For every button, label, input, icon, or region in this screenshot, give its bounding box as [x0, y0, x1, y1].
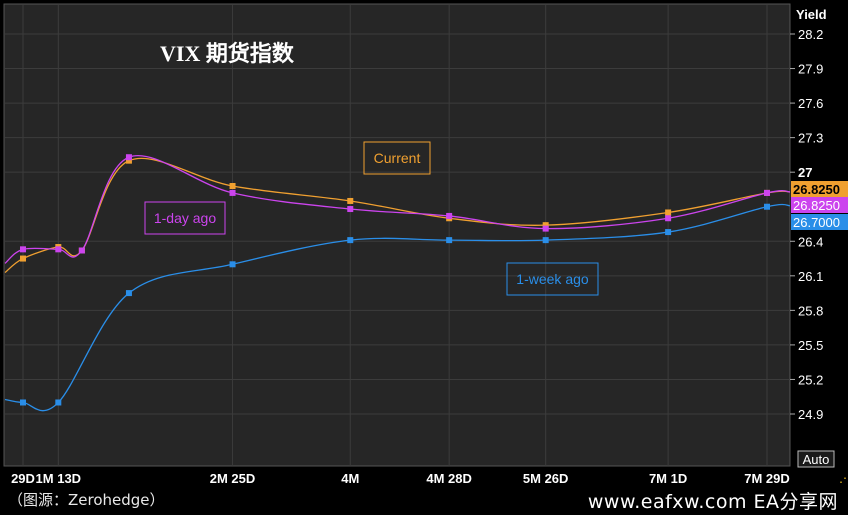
series-label: Current — [374, 150, 421, 166]
series-layer — [4, 154, 791, 412]
data-point — [55, 399, 62, 406]
data-point — [542, 222, 549, 229]
y-tick-label: 27.9 — [798, 62, 823, 77]
data-point — [347, 197, 354, 204]
series-label: 1-week ago — [516, 271, 589, 287]
data-point — [229, 189, 236, 196]
series-label-box — [363, 141, 431, 175]
last-value-tag — [791, 197, 848, 213]
y-tick-label: 27 — [798, 165, 812, 180]
x-tick-label: 1M 13D — [36, 471, 82, 486]
data-point — [347, 237, 354, 244]
y-tick-label: 25.8 — [798, 303, 823, 318]
last-value-text: 26.7000 — [793, 215, 840, 230]
y-tick-label: 25.2 — [798, 372, 823, 387]
chart-title: VIX 期货指数 — [160, 41, 295, 66]
y-tick-label: 26.1 — [798, 269, 823, 284]
y-tick-label: 26.4 — [798, 234, 823, 249]
last-value-text: 26.8250 — [793, 198, 840, 213]
data-point — [20, 399, 26, 406]
x-tick-label: 4M — [341, 471, 359, 486]
x-tick-label: 7M 1D — [649, 471, 687, 486]
last-value-text: 26.8250 — [793, 182, 840, 197]
x-tick-label: 4M 28D — [426, 471, 472, 486]
data-point — [764, 189, 770, 196]
x-axis: 29D 1M 13D 2M 25D 4M 4M 28D 5M 26D 7M 1D 7M 29D — [11, 471, 790, 486]
data-point — [229, 261, 236, 268]
x-tick-label: 29D — [11, 471, 35, 486]
series-1-week-ago — [4, 203, 791, 412]
y-tick-label: 27.6 — [798, 96, 823, 111]
data-point — [125, 154, 132, 161]
data-point — [20, 255, 26, 262]
data-point — [542, 237, 549, 244]
data-point — [764, 203, 770, 210]
auto-button[interactable]: Auto — [797, 450, 835, 468]
x-tick-label: 5M 26D — [523, 471, 569, 486]
data-point — [665, 209, 672, 216]
last-value-tag — [791, 214, 848, 230]
series-labels: Current 1-day ago 1-week ago — [144, 141, 599, 296]
resize-grip-icon[interactable]: ⋰ — [839, 471, 848, 485]
data-point — [229, 183, 236, 189]
data-point — [125, 157, 132, 164]
data-point — [542, 225, 549, 232]
data-point — [665, 229, 672, 236]
data-point — [446, 212, 453, 219]
gridlines — [5, 5, 790, 466]
y-tick-label: 24.9 — [798, 407, 823, 422]
data-point — [446, 237, 453, 244]
data-point — [347, 206, 354, 213]
data-point — [78, 247, 85, 254]
data-point — [665, 215, 672, 222]
data-point — [125, 290, 132, 297]
site-watermark: www.eafxw.com EA分享网 — [587, 491, 838, 513]
x-tick-label: 7M 29D — [744, 471, 790, 486]
y-axis: 28.2 27.9 27.6 27.3 27 26.4 26.1 25.8 25.5 25.2 24… — [790, 27, 823, 422]
last-value-tag — [791, 181, 848, 197]
data-point — [55, 246, 62, 253]
auto-label[interactable]: Auto — [803, 452, 830, 467]
y-axis-label: Yield — [796, 7, 827, 22]
y-tick-label: 25.5 — [798, 338, 823, 353]
plot-area — [3, 3, 791, 467]
series-label-box — [506, 262, 599, 296]
y-tick-label: 27.3 — [798, 131, 823, 146]
series-label: 1-day ago — [154, 210, 216, 226]
data-point — [20, 246, 26, 253]
y-tick-label: 28.2 — [798, 27, 823, 42]
series-1-day-ago — [4, 154, 791, 264]
series-label-box — [144, 201, 226, 235]
x-tick-label: 2M 25D — [210, 471, 256, 486]
image-caption: （图源：Zerohedge） — [8, 491, 165, 509]
